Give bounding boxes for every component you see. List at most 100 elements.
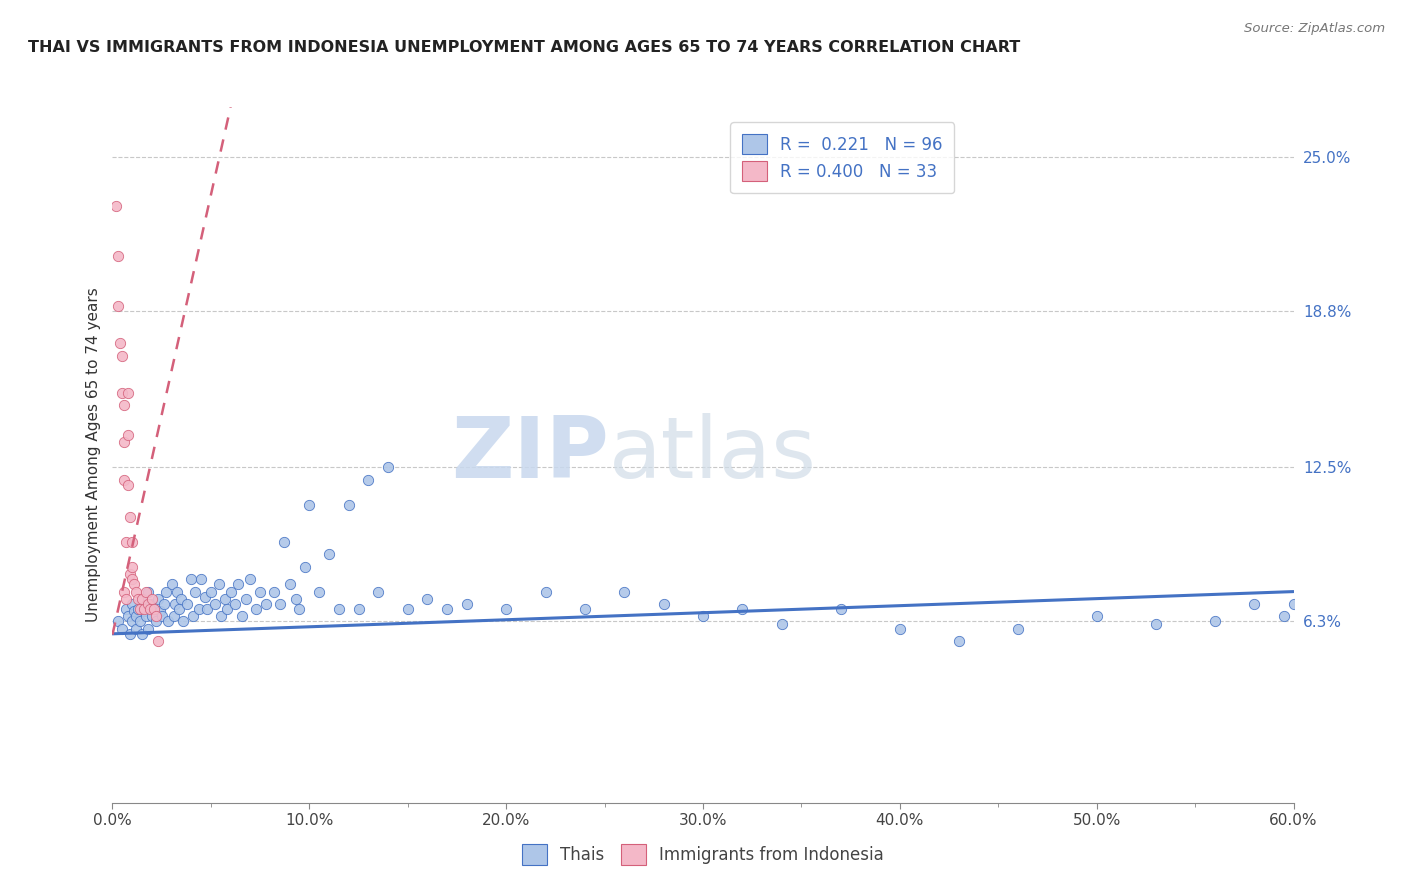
Point	[228, 577, 250, 591]
Point	[396, 602, 419, 616]
Point	[129, 615, 152, 629]
Point	[122, 605, 145, 619]
Point	[273, 534, 295, 549]
Point	[112, 435, 135, 450]
Point	[239, 572, 262, 586]
Point	[948, 634, 970, 648]
Point	[288, 602, 311, 616]
Point	[146, 634, 169, 648]
Point	[152, 597, 174, 611]
Point	[125, 609, 148, 624]
Point	[121, 572, 143, 586]
Point	[1085, 609, 1108, 624]
Point	[574, 602, 596, 616]
Point	[176, 597, 198, 611]
Point	[208, 577, 231, 591]
Point	[263, 584, 285, 599]
Point	[194, 590, 217, 604]
Point	[117, 385, 139, 400]
Point	[436, 602, 458, 616]
Point	[215, 602, 238, 616]
Point	[209, 609, 232, 624]
Point	[1272, 609, 1295, 624]
Point	[188, 602, 211, 616]
Point	[111, 622, 134, 636]
Text: THAI VS IMMIGRANTS FROM INDONESIA UNEMPLOYMENT AMONG AGES 65 TO 74 YEARS CORRELA: THAI VS IMMIGRANTS FROM INDONESIA UNEMPL…	[28, 40, 1021, 55]
Point	[190, 572, 212, 586]
Point	[112, 584, 135, 599]
Point	[1144, 616, 1167, 631]
Point	[125, 584, 148, 599]
Point	[121, 597, 143, 611]
Point	[416, 592, 439, 607]
Text: atlas: atlas	[609, 413, 817, 497]
Point	[132, 605, 155, 619]
Text: ZIP: ZIP	[451, 413, 609, 497]
Point	[172, 615, 194, 629]
Point	[357, 473, 380, 487]
Point	[692, 609, 714, 624]
Point	[249, 584, 271, 599]
Point	[125, 622, 148, 636]
Point	[180, 572, 202, 586]
Point	[347, 602, 370, 616]
Point	[121, 615, 143, 629]
Point	[110, 336, 132, 351]
Text: Source: ZipAtlas.com: Source: ZipAtlas.com	[1244, 22, 1385, 36]
Point	[200, 584, 222, 599]
Point	[204, 597, 226, 611]
Point	[1282, 597, 1305, 611]
Point	[214, 592, 236, 607]
Point	[298, 498, 321, 512]
Legend: Thais, Immigrants from Indonesia: Thais, Immigrants from Indonesia	[509, 831, 897, 878]
Point	[219, 584, 242, 599]
Point	[127, 592, 149, 607]
Point	[1204, 615, 1226, 629]
Point	[115, 592, 138, 607]
Point	[245, 602, 267, 616]
Point	[136, 622, 159, 636]
Point	[149, 605, 172, 619]
Point	[308, 584, 330, 599]
Point	[107, 249, 129, 263]
Point	[120, 567, 142, 582]
Point	[294, 559, 316, 574]
Point	[181, 609, 204, 624]
Point	[135, 609, 157, 624]
Point	[770, 616, 793, 631]
Point	[155, 584, 177, 599]
Point	[166, 584, 188, 599]
Point	[830, 602, 852, 616]
Point	[120, 510, 142, 524]
Point	[613, 584, 636, 599]
Point	[165, 597, 187, 611]
Point	[121, 534, 143, 549]
Point	[1007, 622, 1029, 636]
Point	[377, 460, 399, 475]
Point	[284, 592, 307, 607]
Point	[117, 609, 139, 624]
Point	[731, 602, 754, 616]
Point	[367, 584, 389, 599]
Point	[889, 622, 911, 636]
Point	[136, 597, 159, 611]
Point	[254, 597, 277, 611]
Point	[139, 602, 162, 616]
Point	[115, 534, 138, 549]
Point	[131, 627, 153, 641]
Point	[160, 577, 183, 591]
Point	[127, 602, 149, 616]
Point	[184, 584, 207, 599]
Point	[235, 592, 257, 607]
Point	[170, 592, 193, 607]
Point	[132, 602, 155, 616]
Point	[129, 602, 152, 616]
Point	[117, 477, 139, 491]
Point	[278, 577, 301, 591]
Point	[318, 547, 340, 561]
Point	[131, 592, 153, 607]
Point	[112, 473, 135, 487]
Point	[224, 597, 246, 611]
Point	[139, 597, 162, 611]
Point	[131, 592, 153, 607]
